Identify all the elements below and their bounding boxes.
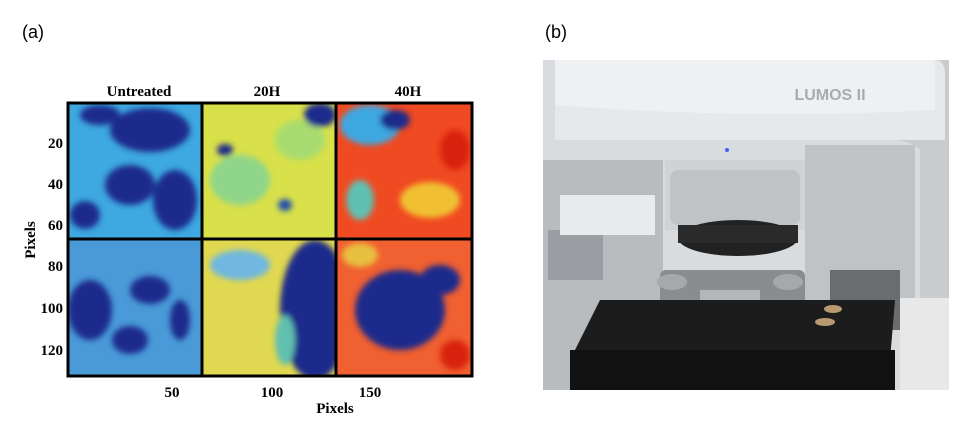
instrument-label: LUMOS II — [794, 87, 865, 104]
x-tick-label: 100 — [261, 385, 284, 401]
y-tick-label: 60 — [48, 218, 63, 234]
heatmap — [66, 101, 474, 378]
y-tick-label: 80 — [48, 259, 63, 275]
y-tick-label: 20 — [48, 136, 63, 152]
column-label: Untreated — [107, 84, 172, 100]
y-tick-label: 40 — [48, 177, 63, 193]
y-axis-label: Pixels — [23, 221, 39, 259]
x-tick-label: 50 — [165, 385, 180, 401]
y-tick-label: 100 — [41, 301, 64, 317]
photo — [543, 60, 949, 390]
x-axis-label: Pixels — [316, 401, 354, 417]
y-tick-label: 120 — [41, 343, 64, 359]
column-label: 40H — [395, 84, 422, 100]
column-label: 20H — [254, 84, 281, 100]
x-tick-label: 150 — [359, 385, 382, 401]
panel-label: (a) — [22, 22, 44, 42]
panel-label: (b) — [545, 22, 567, 42]
